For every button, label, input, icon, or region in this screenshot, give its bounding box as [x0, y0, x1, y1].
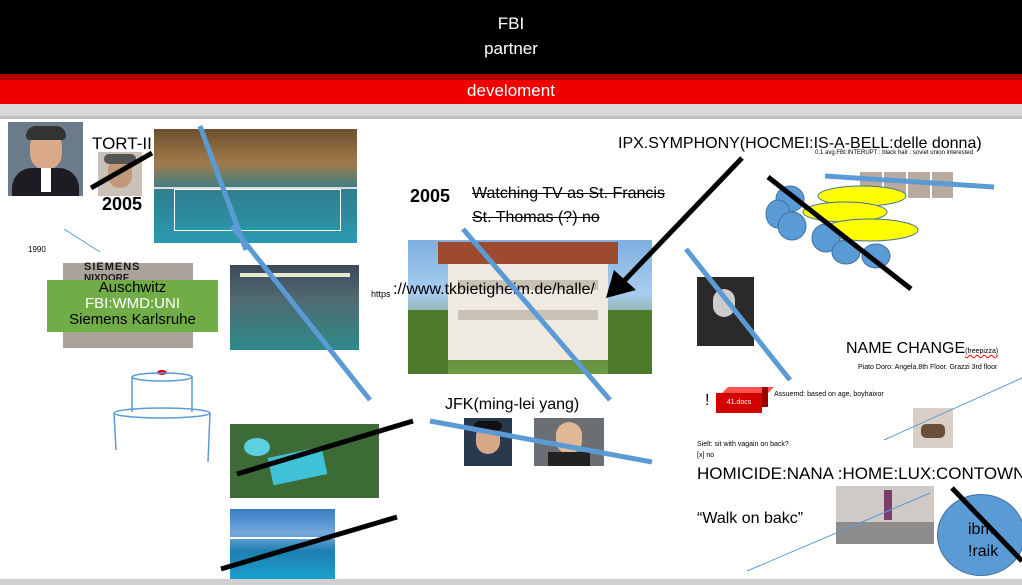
dark-portrait-photo	[697, 277, 754, 346]
jfk-text: JFK(ming-lei yang)	[445, 396, 580, 413]
small-action-photo	[913, 408, 953, 448]
name-change-text: NAME CHANGE	[846, 340, 966, 357]
table-sketch	[113, 372, 211, 463]
piato-text: Piato Doro: Angela.8th Floor. Grazzi 3rd…	[858, 364, 998, 371]
walk-text: “Walk on bakc”	[697, 510, 804, 527]
sielt-text: Sielt: sit with vagain on back?	[697, 441, 789, 448]
x-no-text: [x] no	[697, 452, 715, 459]
development-bar: develoment	[0, 80, 1022, 104]
year-2005-center: 2005	[410, 186, 451, 206]
assuemd-text: Assuemd: based on age, boyhaixor	[774, 391, 884, 398]
ipx-text: IPX.SYMPHONY(HOCMEI:IS-A-BELL:delle donn…	[618, 135, 982, 152]
name-change-label: NAME CHANGE(freepizza)	[846, 340, 998, 358]
tort-label: TORT-II	[92, 134, 152, 153]
bottom-bar	[0, 579, 1022, 585]
green-box-line2: FBI:WMD:UNI	[85, 295, 180, 312]
swim-pool-photo	[230, 509, 335, 579]
watching-tv-text: Watching TV as St. Francis	[472, 185, 665, 202]
development-label: develoment	[467, 81, 555, 100]
ipx-note: 0.1 avg.FBI:INTERUPT : black hair : sovi…	[815, 150, 973, 156]
st-thomas-text: St. Thomas (?) no	[472, 209, 600, 226]
url-text: ://www.tkbietigheim.de/halle/	[393, 281, 595, 298]
jfk-label: JFK(ming-lei yang)	[445, 396, 579, 414]
freepizza-text: (freepizza)	[965, 348, 999, 355]
red-dot	[157, 370, 167, 375]
homicide-text: HOMICIDE:NANA :HOME:LUX:CONTOWN	[697, 464, 1022, 483]
face-thumbnail	[98, 152, 142, 196]
indoor-court-photo	[230, 265, 359, 350]
nixdorf-logo: NIXDORF	[84, 273, 129, 284]
gray-divider	[0, 104, 1022, 116]
person-photo-1	[464, 418, 512, 466]
house-photo	[408, 240, 652, 374]
header-bar: FBI partner	[0, 0, 1022, 74]
thumbnail-strip	[860, 172, 953, 198]
circle-line1: ibm.	[968, 521, 999, 538]
year-1990: 1990	[28, 245, 46, 254]
docs-label: 41.docs	[716, 393, 762, 413]
header-title-line2: partner	[484, 39, 538, 58]
tennis-hall-photo	[154, 129, 357, 243]
green-box-line3: Siemens Karlsruhe	[69, 311, 196, 328]
person-photo-2	[534, 418, 604, 466]
year-2005-left: 2005	[102, 194, 143, 214]
green-box-line1: Auschwitz	[98, 279, 167, 296]
green-text-box: Auschwitz FBI:WMD:UNI Siemens Karlsruhe	[47, 280, 218, 332]
siemens-logo: SIEMENS	[84, 261, 141, 273]
room-photo	[836, 486, 934, 544]
ipx-symphony-text: IPX.SYMPHONY(HOCMEI:IS-A-BELL:delle donn…	[618, 135, 982, 153]
portrait-photo	[8, 122, 83, 196]
exclaim: !	[705, 392, 710, 409]
gray-divider-bottom	[0, 116, 1022, 119]
url-prefix: https	[371, 289, 391, 299]
outdoor-pool-photo	[230, 424, 379, 498]
docs-box: 41.docs	[716, 387, 774, 413]
header-title-line1: FBI	[497, 14, 525, 33]
header-divider	[0, 74, 1022, 80]
ellipse-cluster	[765, 185, 919, 269]
circle-line2: !raik	[968, 543, 999, 560]
